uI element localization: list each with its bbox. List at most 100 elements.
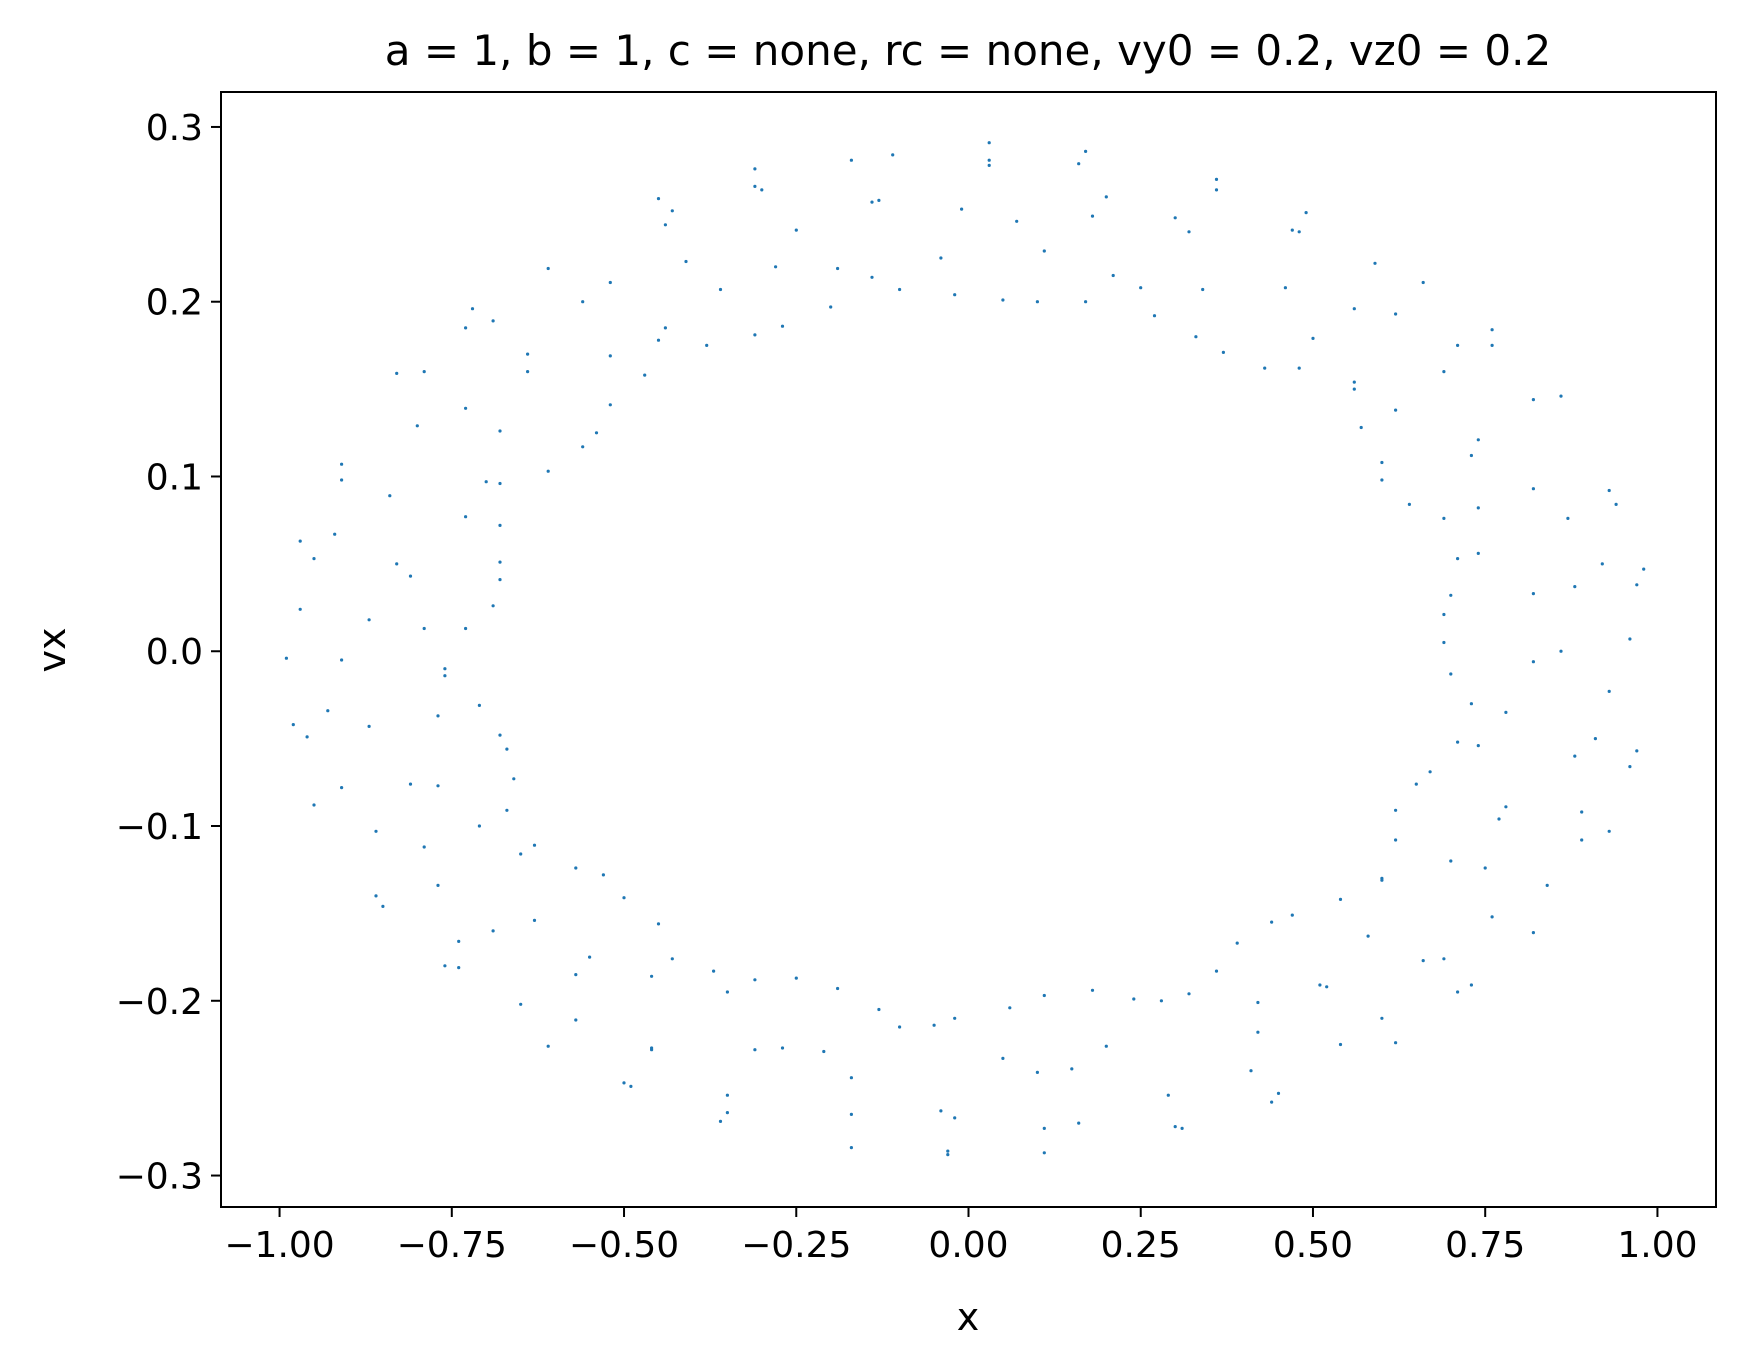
data-point — [1504, 805, 1508, 809]
data-point — [718, 1119, 723, 1123]
data-point — [1373, 261, 1377, 265]
data-point — [608, 403, 612, 407]
data-point — [1642, 567, 1646, 571]
data-point — [753, 167, 757, 171]
data-point — [1173, 1125, 1177, 1129]
data-point — [305, 735, 309, 739]
data-point — [1469, 983, 1473, 987]
data-point — [491, 319, 495, 323]
data-point — [312, 803, 316, 807]
data-point — [1394, 808, 1398, 812]
y-tick-label: −0.1 — [116, 807, 203, 848]
data-point — [622, 1081, 626, 1085]
data-point — [340, 658, 344, 662]
data-point — [1084, 149, 1088, 153]
data-point — [291, 723, 295, 727]
data-point — [1001, 298, 1005, 302]
data-point — [953, 1016, 957, 1020]
data-point — [877, 198, 881, 202]
data-point — [725, 1093, 730, 1097]
data-point — [1008, 1006, 1012, 1010]
data-point — [1338, 897, 1343, 902]
data-point — [656, 197, 661, 201]
data-point — [1077, 1121, 1081, 1125]
data-point — [1214, 969, 1219, 973]
data-point — [663, 326, 668, 330]
data-point — [340, 786, 344, 790]
data-point — [753, 333, 757, 337]
y-tick-label: 0.2 — [146, 283, 203, 324]
data-point — [1469, 702, 1473, 706]
data-point — [650, 1046, 654, 1050]
data-point — [1290, 228, 1294, 232]
data-point — [1352, 307, 1356, 311]
x-tick-label: −0.75 — [397, 1225, 507, 1266]
data-point — [849, 1076, 854, 1080]
data-point — [622, 896, 626, 900]
data-point — [1531, 931, 1535, 935]
data-point — [1456, 740, 1460, 744]
data-point — [1380, 460, 1384, 465]
data-point — [312, 557, 316, 561]
x-tick-label: −0.25 — [741, 1225, 851, 1266]
data-point — [443, 674, 447, 678]
data-point — [1545, 883, 1549, 888]
data-point — [512, 777, 516, 781]
data-point — [1042, 1126, 1046, 1130]
data-point — [836, 986, 840, 991]
data-point — [1421, 280, 1425, 285]
data-point — [1442, 957, 1446, 961]
data-point — [1635, 583, 1639, 587]
data-point — [1407, 502, 1411, 506]
data-point — [953, 1116, 957, 1120]
data-point — [1607, 488, 1611, 493]
data-point — [1442, 516, 1446, 521]
data-point — [546, 1044, 550, 1048]
data-point — [1159, 999, 1163, 1003]
data-point — [422, 370, 426, 374]
data-point — [1283, 286, 1287, 290]
data-point — [1394, 838, 1398, 842]
data-point — [1469, 453, 1473, 458]
data-point — [780, 324, 785, 328]
data-point — [1166, 1093, 1170, 1097]
data-point — [1531, 487, 1535, 491]
data-point — [1614, 502, 1618, 506]
data-point — [1042, 249, 1046, 253]
data-point — [987, 163, 991, 167]
data-point — [1573, 754, 1577, 758]
data-point — [753, 978, 757, 982]
data-point — [1483, 866, 1487, 870]
data-point — [1456, 557, 1460, 561]
data-point — [1628, 765, 1632, 769]
data-point — [532, 843, 537, 847]
data-point — [608, 280, 612, 285]
data-point — [1380, 1016, 1384, 1020]
data-point — [1531, 592, 1535, 596]
y-tick-label: −0.2 — [116, 982, 203, 1023]
data-point — [374, 894, 378, 898]
data-point — [1194, 335, 1198, 339]
data-point — [1304, 211, 1308, 215]
data-point — [1359, 425, 1363, 430]
data-point — [519, 852, 523, 856]
data-point — [829, 305, 833, 309]
data-point — [1600, 562, 1604, 566]
data-point — [1352, 387, 1356, 391]
x-tick-label: 0.00 — [928, 1225, 1008, 1266]
data-point — [1566, 516, 1570, 521]
data-point — [1580, 838, 1584, 842]
data-point — [1070, 1067, 1074, 1071]
data-point — [1276, 1091, 1281, 1095]
data-point — [1394, 408, 1398, 412]
data-point — [1490, 343, 1494, 347]
data-point — [836, 266, 840, 271]
data-point — [1297, 230, 1301, 234]
x-tick-label: 0.75 — [1445, 1225, 1525, 1266]
data-point — [1421, 959, 1425, 963]
data-point — [415, 424, 419, 428]
data-point — [725, 990, 730, 994]
data-point — [1139, 286, 1143, 290]
data-point — [650, 974, 654, 978]
data-point — [491, 604, 495, 608]
